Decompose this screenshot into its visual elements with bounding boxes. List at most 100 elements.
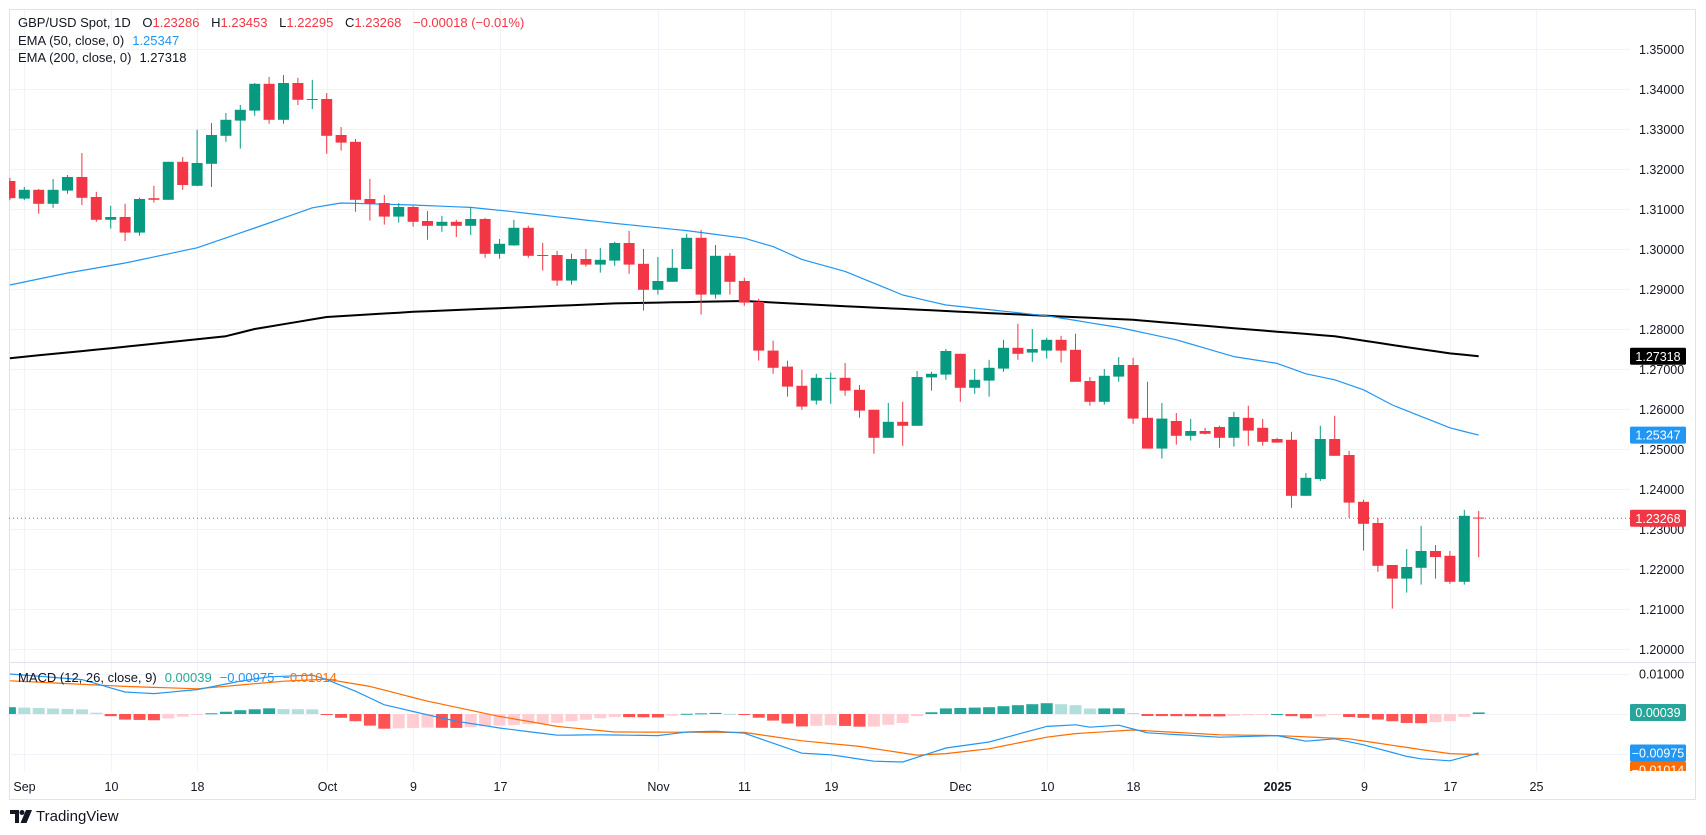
- candle[interactable]: [868, 409, 880, 454]
- candle[interactable]: [1113, 357, 1125, 382]
- candle[interactable]: [1185, 419, 1197, 441]
- candle[interactable]: [782, 360, 793, 397]
- candle[interactable]: [364, 179, 376, 221]
- candle[interactable]: [278, 75, 289, 124]
- candle[interactable]: [1473, 510, 1485, 558]
- candle[interactable]: [522, 225, 534, 258]
- price-pane[interactable]: [4, 75, 1630, 609]
- candle[interactable]: [1228, 411, 1240, 447]
- candle[interactable]: [1156, 403, 1168, 459]
- candle[interactable]: [1084, 377, 1096, 406]
- candle[interactable]: [738, 277, 750, 306]
- candle[interactable]: [1026, 329, 1038, 362]
- candle[interactable]: [105, 205, 117, 229]
- candle[interactable]: [681, 233, 693, 269]
- ema200-legend[interactable]: EMA (200, close, 0) 1.27318: [18, 50, 186, 66]
- candle[interactable]: [206, 123, 217, 187]
- candle[interactable]: [1314, 425, 1326, 481]
- candle[interactable]: [479, 217, 491, 258]
- candle[interactable]: [652, 257, 664, 295]
- candle[interactable]: [450, 219, 462, 237]
- candle[interactable]: [911, 371, 923, 426]
- candle[interactable]: [825, 372, 837, 404]
- candle[interactable]: [465, 207, 477, 235]
- candle[interactable]: [566, 253, 577, 285]
- candle[interactable]: [191, 129, 203, 187]
- candle[interactable]: [335, 127, 347, 151]
- candle[interactable]: [1286, 431, 1297, 508]
- candle[interactable]: [882, 403, 894, 438]
- candle[interactable]: [940, 349, 952, 380]
- candle[interactable]: [1415, 525, 1427, 585]
- candle[interactable]: [1170, 413, 1182, 445]
- candle[interactable]: [62, 175, 73, 194]
- candle[interactable]: [666, 249, 678, 282]
- candle[interactable]: [1401, 549, 1413, 593]
- candle[interactable]: [407, 205, 419, 227]
- candle[interactable]: [1012, 323, 1024, 360]
- candle[interactable]: [580, 249, 592, 267]
- candle[interactable]: [350, 139, 361, 212]
- candle[interactable]: [1199, 427, 1211, 435]
- candle[interactable]: [609, 241, 621, 266]
- candle[interactable]: [162, 161, 174, 200]
- candle[interactable]: [1430, 545, 1441, 579]
- candle[interactable]: [18, 187, 30, 201]
- candle[interactable]: [1142, 381, 1153, 449]
- candle[interactable]: [1055, 335, 1067, 363]
- candle[interactable]: [998, 339, 1009, 372]
- candle[interactable]: [1329, 415, 1341, 456]
- candle[interactable]: [1041, 337, 1053, 359]
- candle[interactable]: [436, 215, 448, 232]
- candle[interactable]: [1458, 509, 1470, 585]
- candle[interactable]: [234, 105, 246, 149]
- candle[interactable]: [177, 157, 189, 190]
- candle[interactable]: [292, 77, 304, 105]
- candle[interactable]: [249, 83, 261, 116]
- candle[interactable]: [1372, 517, 1384, 572]
- candle[interactable]: [1242, 405, 1254, 446]
- candle[interactable]: [494, 239, 505, 259]
- candle[interactable]: [1300, 473, 1312, 496]
- candle[interactable]: [954, 353, 966, 402]
- candle[interactable]: [1386, 565, 1398, 609]
- candle[interactable]: [33, 189, 45, 214]
- candle[interactable]: [551, 251, 563, 286]
- candle[interactable]: [220, 113, 232, 142]
- candle[interactable]: [378, 195, 390, 225]
- candle[interactable]: [393, 203, 405, 223]
- candle[interactable]: [508, 219, 520, 246]
- candle[interactable]: [767, 340, 779, 374]
- candle[interactable]: [1127, 357, 1139, 424]
- candle[interactable]: [1257, 419, 1269, 446]
- symbol-legend[interactable]: GBP/USD Spot, 1D O1.23286 H1.23453 L1.22…: [18, 15, 524, 31]
- candle[interactable]: [148, 185, 160, 203]
- candle[interactable]: [1070, 333, 1081, 382]
- candle[interactable]: [926, 371, 937, 391]
- candle[interactable]: [321, 93, 333, 154]
- candle[interactable]: [119, 203, 131, 241]
- candle[interactable]: [1444, 551, 1456, 584]
- candle[interactable]: [1343, 451, 1355, 518]
- candle[interactable]: [90, 191, 102, 222]
- candle[interactable]: [753, 298, 765, 361]
- candle[interactable]: [4, 177, 16, 201]
- candle[interactable]: [839, 363, 851, 396]
- candle[interactable]: [983, 359, 995, 397]
- candle[interactable]: [263, 77, 275, 124]
- candle[interactable]: [638, 249, 649, 311]
- candle[interactable]: [537, 243, 549, 271]
- tradingview-logo[interactable]: TradingView: [10, 808, 119, 825]
- candle[interactable]: [623, 231, 635, 274]
- candle[interactable]: [1098, 369, 1110, 405]
- candle[interactable]: [969, 369, 981, 394]
- candle[interactable]: [306, 79, 318, 109]
- candle[interactable]: [695, 229, 707, 315]
- candle[interactable]: [1271, 437, 1283, 443]
- candle[interactable]: [854, 385, 865, 418]
- candle[interactable]: [1358, 499, 1369, 551]
- macd-legend[interactable]: MACD (12, 26, close, 9) 0.00039 −0.00975 −0…: [18, 670, 337, 686]
- macd-pane[interactable]: [4, 673, 1485, 763]
- ema50-legend[interactable]: EMA (50, close, 0) 1.25347: [18, 33, 179, 49]
